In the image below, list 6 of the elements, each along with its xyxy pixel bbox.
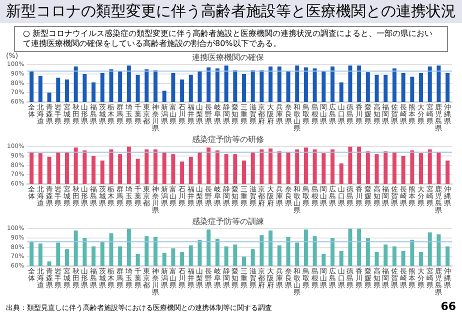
text: 新型コロナの類型変更に伴う高齢者施設等と医療機関との連携状況 [0,0,462,23]
chart-title: 感染症予防等の訓練 [192,216,264,226]
text: ○ 新型コロナウイルス感染症の類型変更に伴う高齢者施設と医療機関の連携状況の調査によると、一部の県において連携医療機関の確保をしている高齢者施設の割合が80%以下である。 [14,26,448,52]
text: 66 [440,300,456,313]
chart-title: 連携医療機関の確保 [192,52,264,62]
chart-title: 感染症予防等の研修 [192,134,264,144]
